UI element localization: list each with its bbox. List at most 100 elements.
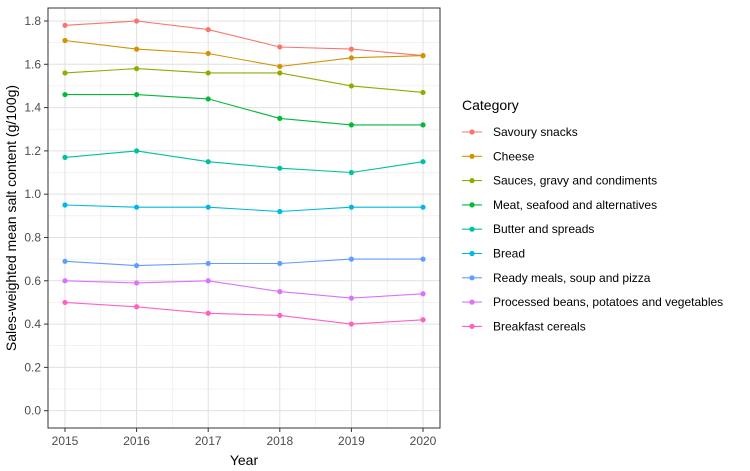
legend-label: Processed beans, potatoes and vegetables	[493, 295, 723, 309]
y-tick-label: 0.6	[24, 274, 41, 288]
series-group	[62, 256, 426, 269]
legend-item: Meat, seafood and alternatives	[462, 198, 657, 212]
series-group	[62, 91, 426, 128]
series-group	[62, 202, 426, 215]
data-point	[62, 278, 68, 284]
x-tick-label: 2016	[123, 434, 150, 448]
data-point	[348, 46, 354, 52]
data-point	[277, 115, 283, 122]
data-point	[134, 18, 140, 24]
series-line	[65, 94, 423, 126]
data-point	[420, 291, 426, 297]
data-point	[134, 280, 140, 286]
data-point	[205, 204, 211, 210]
data-point	[134, 66, 140, 72]
data-point	[348, 83, 354, 89]
data-point	[205, 278, 211, 284]
data-point	[205, 27, 211, 33]
legend-label: Breakfast cereals	[493, 319, 586, 333]
series-line	[64, 258, 423, 267]
legend-item: Butter and spreads	[462, 222, 594, 236]
x-tick-label: 2017	[195, 434, 222, 448]
data-point	[348, 295, 354, 301]
data-point	[277, 312, 283, 319]
legend-label: Savoury snacks	[493, 125, 578, 139]
y-tick-label: 1.2	[24, 144, 41, 158]
x-tick-label: 2020	[410, 434, 437, 448]
axis-ticks	[44, 20, 424, 432]
data-point	[205, 159, 211, 165]
series-line	[64, 39, 424, 68]
data-point	[348, 204, 354, 210]
data-point	[205, 260, 211, 267]
y-tick-label: 0.4	[24, 317, 41, 331]
y-tick-label: 1.8	[24, 14, 41, 28]
data-point	[348, 321, 354, 327]
data-point	[62, 202, 68, 208]
legend-item: Cheese	[462, 149, 535, 163]
legend-item: Sauces, gravy and condiments	[462, 174, 657, 188]
data-point	[62, 154, 68, 160]
legend-label: Butter and spreads	[493, 222, 594, 236]
series-layer	[62, 18, 426, 327]
legend-label: Meat, seafood and alternatives	[493, 198, 657, 212]
data-point	[348, 55, 354, 61]
data-point	[205, 96, 211, 102]
x-tick-label: 2018	[266, 434, 293, 448]
series-group	[62, 37, 426, 70]
series-line	[64, 280, 424, 299]
y-tick-label: 1.4	[24, 101, 41, 115]
plot-panel-border	[47, 7, 441, 429]
legend-label: Sauces, gravy and condiments	[493, 174, 657, 188]
data-point	[62, 22, 68, 28]
series-line	[64, 301, 424, 325]
data-point	[420, 317, 426, 323]
data-point	[348, 256, 354, 262]
legend-item: Bread	[462, 247, 525, 261]
y-tick-label: 1.6	[24, 57, 41, 71]
data-point	[205, 310, 211, 316]
data-point	[134, 91, 140, 98]
y-tick-label: 0.2	[24, 360, 41, 374]
data-point	[277, 260, 283, 267]
data-point	[205, 70, 211, 76]
series-group	[62, 278, 426, 301]
y-tick-label: 0.0	[24, 404, 41, 418]
legend-key-point	[469, 323, 475, 329]
data-point	[420, 89, 426, 96]
legend-key-point	[469, 129, 475, 135]
data-point	[62, 70, 68, 76]
legend-key-point	[469, 299, 475, 305]
data-point	[277, 44, 283, 50]
x-axis-title: Year	[230, 452, 259, 468]
legend-key-point	[469, 250, 475, 257]
legend-key-point	[469, 153, 475, 159]
data-point	[62, 258, 68, 264]
data-point	[420, 53, 426, 59]
legend-item: Savoury snacks	[462, 125, 578, 139]
series-group	[62, 299, 426, 327]
data-point	[62, 37, 68, 44]
data-point	[134, 263, 140, 269]
y-tick-label: 1.0	[24, 187, 41, 201]
legend-label: Ready meals, soup and pizza	[493, 271, 651, 285]
y-axis-title: Sales-weighted mean salt content (g/100g…	[3, 85, 19, 351]
data-point	[420, 256, 426, 262]
legend-key-point	[469, 275, 475, 281]
legend-key-point	[469, 202, 475, 208]
data-point	[134, 148, 140, 154]
series-group	[62, 148, 426, 176]
data-point	[277, 70, 283, 76]
legend-title: Category	[462, 97, 519, 113]
series-line	[64, 204, 423, 213]
legend-key-point	[469, 226, 475, 232]
data-point	[62, 299, 68, 306]
legend-key-point	[469, 178, 475, 184]
y-tick-label: 0.8	[24, 230, 41, 244]
x-tick-label: 2015	[52, 434, 79, 448]
data-point	[420, 122, 426, 128]
legend-item: Processed beans, potatoes and vegetables	[462, 295, 723, 309]
data-point	[134, 304, 140, 310]
legend-label: Bread	[493, 247, 525, 261]
